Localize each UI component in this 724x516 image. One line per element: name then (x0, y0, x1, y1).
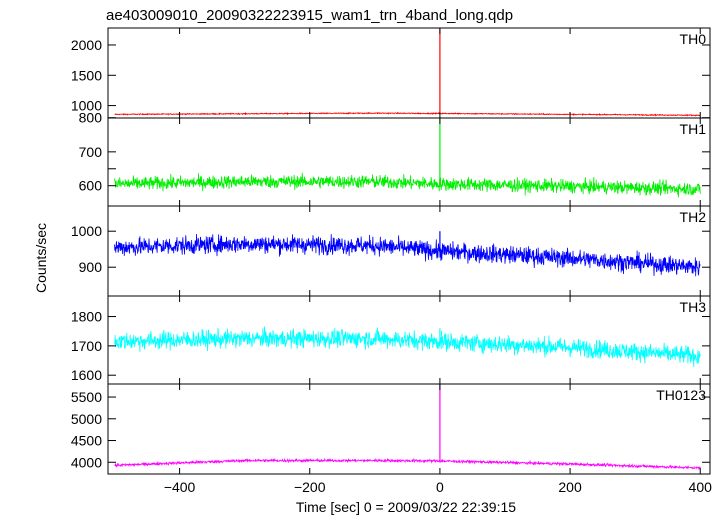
panel-th2: 900 1000 TH2 (71, 205, 711, 297)
panel-th0123: 4000 4500 5000 5500 TH0123 (71, 383, 711, 475)
y-tick-label: 700 (79, 144, 103, 160)
panel-th1: 600 700 TH1 (79, 117, 711, 207)
x-tick-label: −400 (164, 479, 196, 495)
series-line-th3 (114, 326, 701, 367)
x-tick-label: 200 (558, 479, 582, 495)
series-line-th1 (114, 172, 701, 198)
series-line-th2 (114, 234, 701, 277)
chart-title: ae403009010_20090322223915_wam1_trn_4ban… (106, 7, 513, 24)
y-tick-label: 4500 (71, 433, 102, 449)
panel-frame (107, 383, 711, 475)
y-tick-label: 4000 (71, 454, 102, 470)
y-tick-label: 1600 (71, 367, 102, 383)
panel-label-th3: TH3 (680, 299, 707, 315)
y-tick-label: 1000 (71, 223, 102, 239)
x-axis: −400 −200 0 200 400 (164, 479, 712, 495)
y-tick-label: 1000 (71, 98, 102, 114)
x-tick-label: −200 (294, 479, 326, 495)
panel-frame (107, 117, 711, 207)
y-tick-label: 1500 (71, 67, 102, 83)
x-tick-label: 0 (436, 479, 444, 495)
series-line-th0 (114, 111, 701, 117)
y-tick-label: 600 (79, 178, 103, 194)
series-line-th0123 (114, 457, 701, 471)
panel-label-th2: TH2 (680, 209, 707, 225)
y-tick-label: 1700 (71, 338, 102, 354)
panel-th3: 1600 1700 1800 TH3 (71, 295, 711, 385)
panel-label-th1: TH1 (680, 121, 707, 137)
panel-frame (107, 27, 711, 119)
y-tick-label: 2000 (71, 37, 102, 53)
y-tick-label: 5000 (71, 411, 102, 427)
y-tick-label: 5500 (71, 389, 102, 405)
y-axis-label: Counts/sec (33, 223, 49, 293)
y-tick-label: 1800 (71, 309, 102, 325)
x-tick-label: 400 (689, 479, 713, 495)
panel-label-th0: TH0 (680, 31, 707, 47)
y-tick-label: 900 (79, 259, 103, 275)
panel-label-th0123: TH0123 (656, 387, 706, 403)
x-axis-label: Time [sec] 0 = 2009/03/22 22:39:15 (296, 499, 516, 515)
y-tick-label: 800 (79, 110, 103, 126)
